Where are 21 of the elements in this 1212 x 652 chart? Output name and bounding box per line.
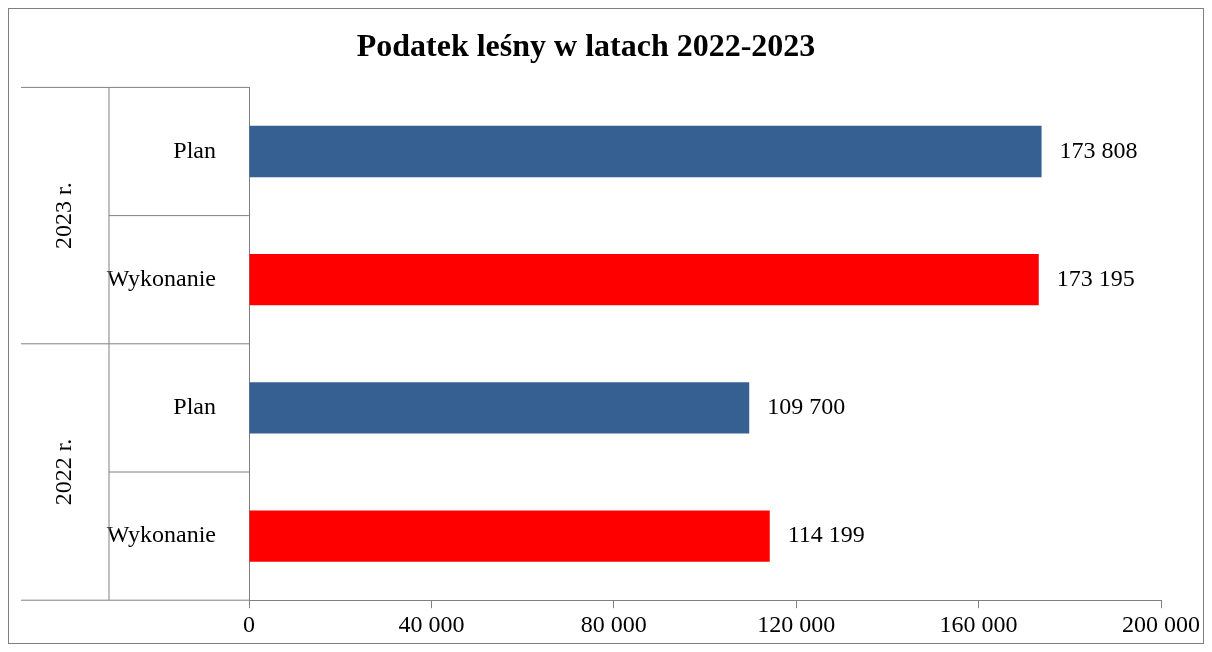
text: 2022 r. xyxy=(50,438,77,506)
data-label: 109 700 xyxy=(767,393,846,420)
text: 2023 r. xyxy=(50,182,77,249)
y-tick-label: Plan xyxy=(173,393,216,420)
bar xyxy=(249,125,1042,178)
bar xyxy=(249,382,750,434)
data-label: 114 199 xyxy=(787,521,865,548)
x-tick-label: 160 000 xyxy=(939,610,1018,637)
bar xyxy=(249,510,770,562)
x-tick-label: 200 000 xyxy=(1122,610,1200,637)
y-tick-label: Plan xyxy=(173,136,216,163)
bar xyxy=(249,254,1039,306)
x-tick-label: 120 000 xyxy=(757,610,836,637)
data-label: 173 195 xyxy=(1056,265,1135,291)
x-tick-label: 80 000 xyxy=(580,610,647,637)
x-tick-label: 40 000 xyxy=(398,610,465,637)
chart-title: Podatek leśny w latach 2022-2023 xyxy=(356,27,816,64)
x-tick-label: 0 xyxy=(243,610,255,637)
data-label: 173 808 xyxy=(1059,136,1138,163)
y-tick-label: Wykonanie xyxy=(106,265,216,291)
y-tick-label: Wykonanie xyxy=(106,521,216,548)
